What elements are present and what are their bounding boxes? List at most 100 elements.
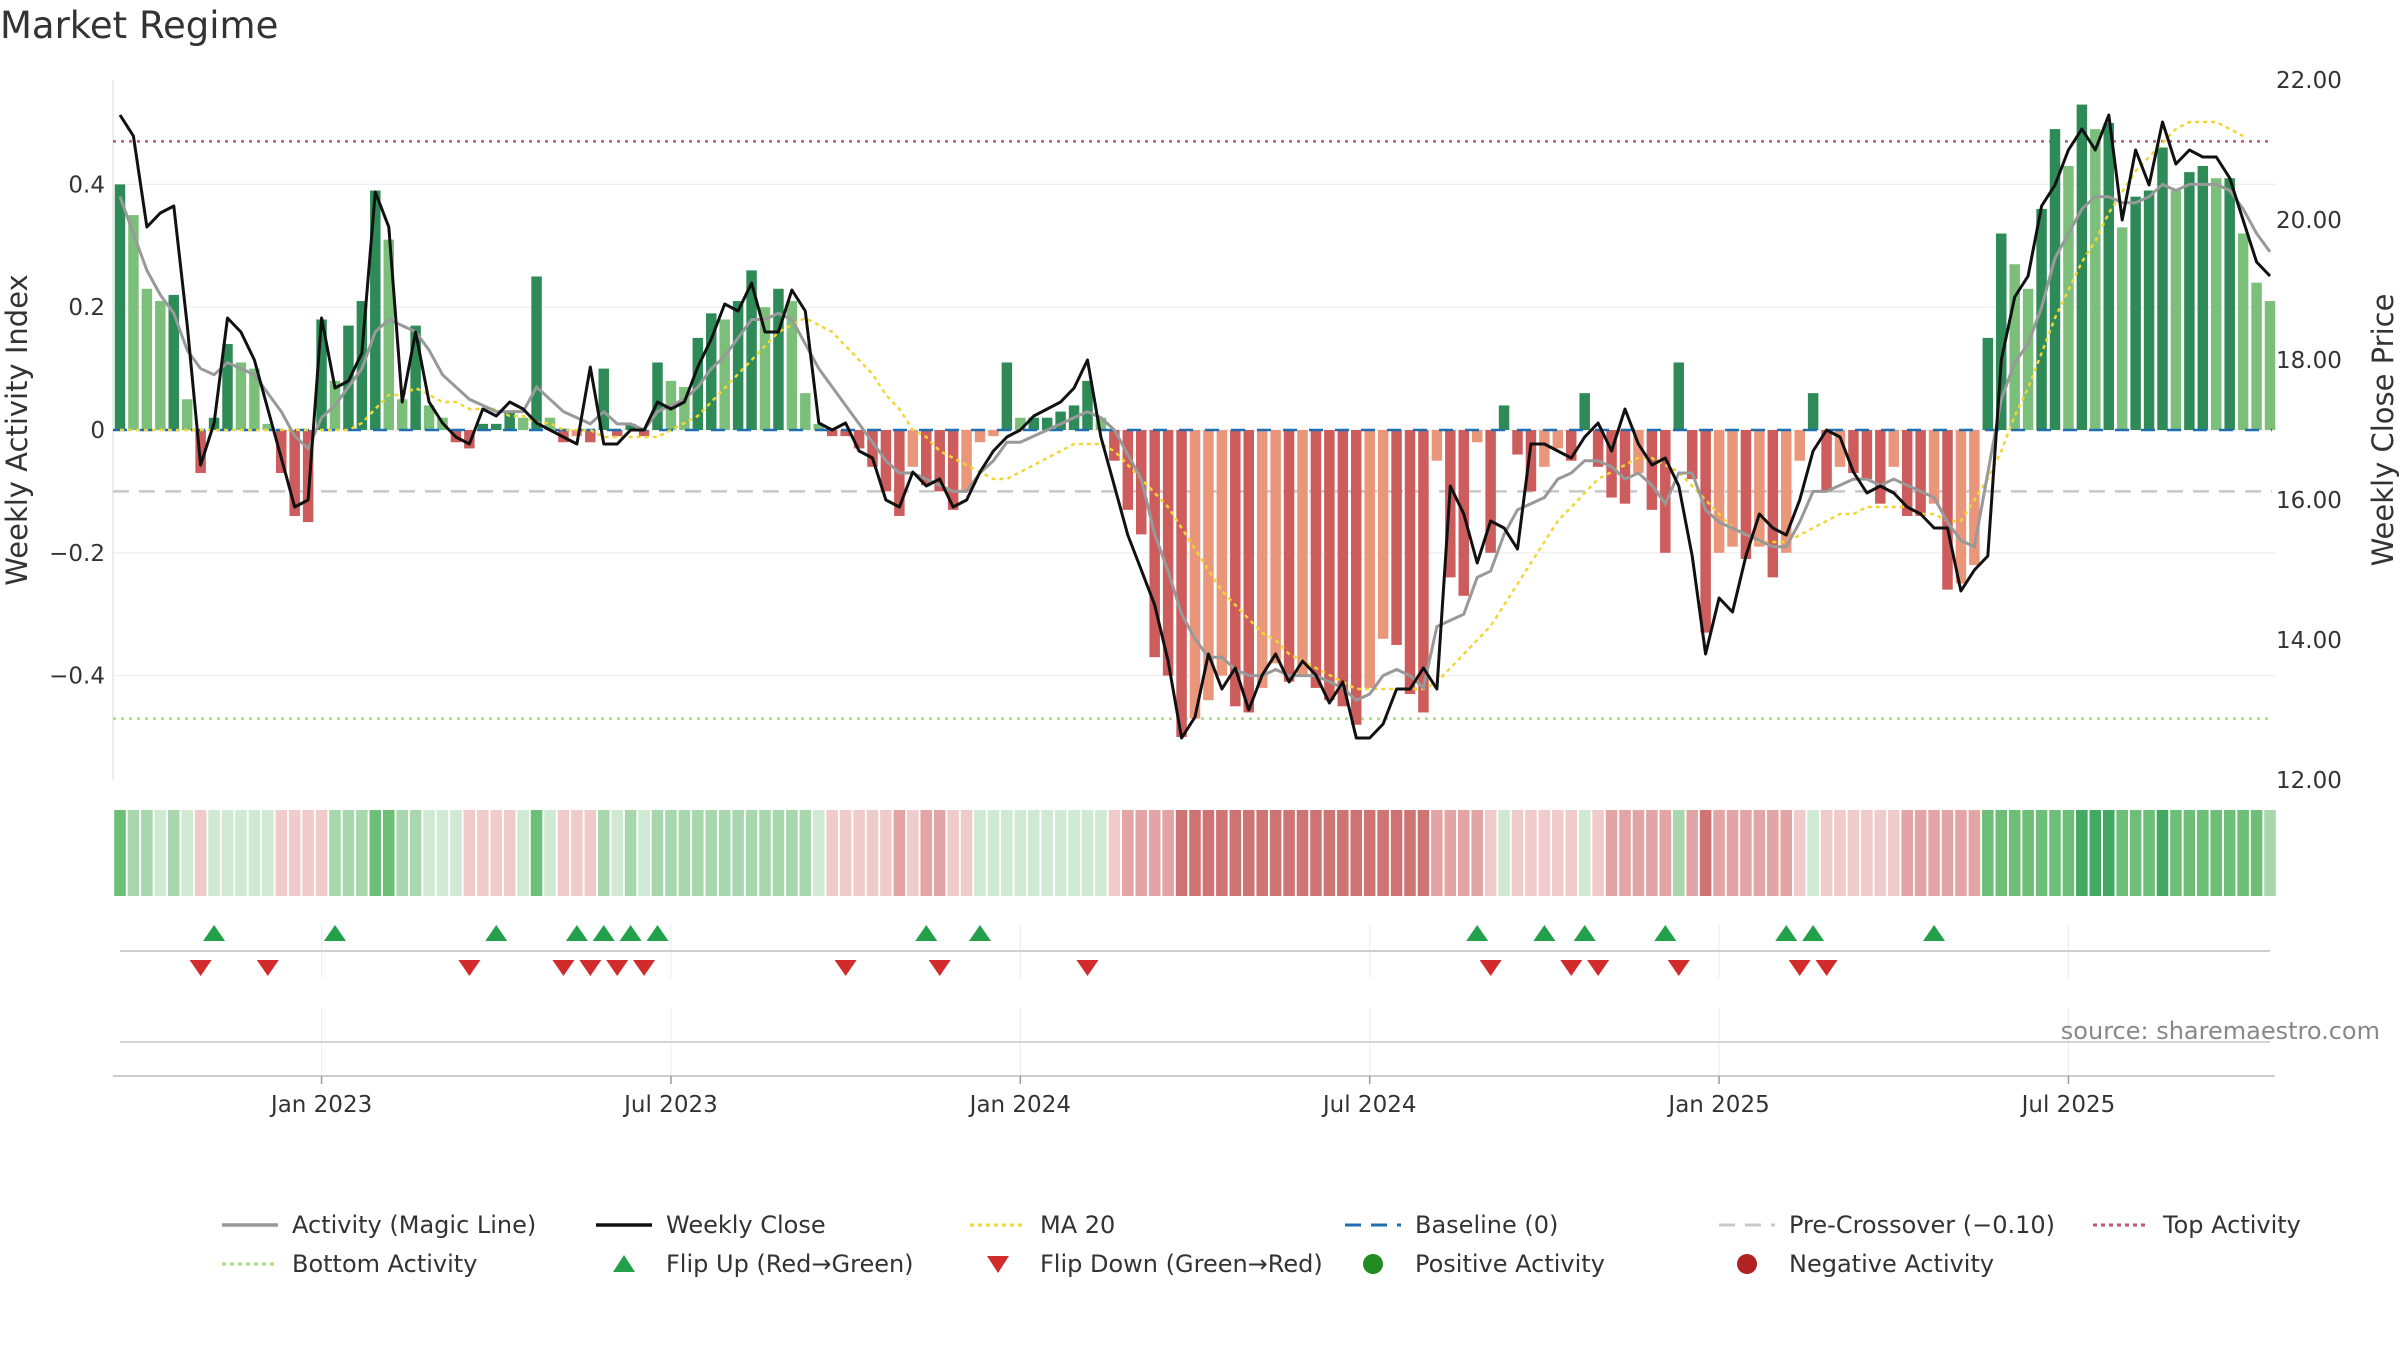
activity-bar — [1082, 380, 1093, 430]
regime-strip-cell — [584, 810, 597, 896]
legend: Activity (Magic Line) Weekly Close MA 20 Ba… — [222, 1211, 2301, 1278]
regime-strip-cell — [1740, 810, 1752, 896]
bottom-panel — [113, 1008, 2275, 1077]
activity-bar — [1875, 430, 1886, 504]
regime-strip-cell — [1229, 810, 1242, 896]
regime-strip-cell — [839, 810, 852, 896]
legend-label: Flip Down (Green→Red) — [1040, 1250, 1323, 1278]
regime-strip-cell — [826, 810, 838, 896]
regime-strip-cell — [1780, 810, 1793, 896]
activity-bar — [1606, 430, 1617, 498]
legend-item-ma20: MA 20 — [970, 1211, 1115, 1239]
series-lines — [118, 113, 2272, 740]
regime-strip-cell — [194, 810, 207, 896]
legend-item-flip-up: Flip Up (Red→Green) — [613, 1250, 914, 1278]
legend-item-top-activity: Top Activity — [2093, 1211, 2301, 1239]
regime-strip-cell — [1296, 810, 1309, 896]
flip-up-marker — [565, 925, 588, 941]
regime-strip-cell — [208, 810, 220, 896]
activity-bar — [571, 430, 583, 437]
regime-strip-cell — [1914, 810, 1927, 896]
regime-strip-cell — [221, 810, 234, 896]
activity-bar — [1297, 430, 1308, 676]
activity-bar — [1982, 337, 1994, 430]
regime-strip-cell — [1390, 810, 1403, 896]
activity-bar — [1794, 430, 1805, 461]
regime-strip-cell — [275, 810, 288, 896]
y2-axis-title: Weekly Close Price — [2366, 294, 2400, 567]
regime-strip-cell — [1431, 810, 1443, 896]
activity-bar — [719, 319, 730, 430]
regime-strip-cell — [1995, 810, 2008, 896]
regime-strip-cell — [1968, 810, 1981, 896]
activity-bar — [1566, 430, 1577, 461]
flip-down-marker — [928, 960, 951, 976]
activity-bar — [262, 423, 274, 430]
regime-strip-cell — [1108, 810, 1121, 896]
activity-bar — [2143, 190, 2155, 430]
regime-strip-cell — [1175, 810, 1188, 896]
legend-label: Bottom Activity — [292, 1250, 477, 1278]
regime-strip-cell — [450, 810, 462, 896]
regime-strip-cell — [2197, 810, 2209, 896]
flip-down-marker — [1587, 960, 1610, 976]
activity-bar — [1015, 417, 1026, 430]
regime-strip-cell — [1578, 810, 1591, 896]
activity-bar — [2116, 227, 2128, 430]
flip-markers-panel — [120, 925, 2270, 978]
activity-bar — [1230, 430, 1241, 707]
activity-bar — [222, 344, 233, 430]
flip-up-marker — [915, 925, 938, 941]
regime-strip-cell — [2143, 810, 2155, 896]
activity-bar — [625, 423, 636, 430]
activity-bar — [1646, 430, 1658, 510]
activity-bar — [2049, 129, 2061, 430]
regime-strip-cell — [2223, 810, 2236, 896]
regime-strip-cell — [2129, 810, 2142, 896]
regime-strip-cell — [235, 810, 247, 896]
regime-strip-cell — [933, 810, 946, 896]
activity-bar — [1149, 430, 1160, 658]
flip-down-marker — [579, 960, 602, 976]
activity-bar — [1243, 430, 1254, 713]
regime-strip-cell — [262, 810, 274, 896]
activity-bar — [1498, 405, 1510, 430]
flip-up-marker — [1775, 925, 1798, 941]
activity-bar — [114, 184, 126, 430]
regime-strip-cell — [1901, 810, 1913, 896]
flip-up-marker — [619, 925, 642, 941]
y2-tick-label: 20.00 — [2276, 208, 2342, 234]
regime-strip-cell — [1350, 810, 1363, 896]
regime-strip-cell — [611, 810, 623, 896]
activity-bar — [2251, 282, 2262, 430]
regime-strip-cell — [718, 810, 731, 896]
legend-label: Positive Activity — [1415, 1250, 1605, 1278]
regime-strip-cell — [1162, 810, 1174, 896]
regime-strip-cell — [1672, 810, 1685, 896]
activity-bar — [1337, 430, 1349, 707]
regime-strip-cell — [557, 810, 570, 896]
y2-tick-label: 22.00 — [2276, 68, 2342, 94]
regime-strip-cell — [2116, 810, 2128, 896]
regime-strip-cell — [423, 810, 435, 896]
activity-bar — [1552, 430, 1564, 449]
regime-strip-cell — [2250, 810, 2263, 896]
flip-down-marker — [552, 960, 575, 976]
activity-bar — [1592, 430, 1604, 467]
regime-strip-cell — [1538, 810, 1551, 896]
regime-strip-cell — [2049, 810, 2061, 896]
regime-strip-cell — [1605, 810, 1618, 896]
legend-item-activity-line: Activity (Magic Line) — [222, 1211, 536, 1239]
activity-bar — [1270, 430, 1281, 664]
flip-down-marker — [1560, 960, 1583, 976]
regime-strip-cell — [1565, 810, 1578, 896]
regime-strip-cell — [1377, 810, 1389, 896]
activity-bar — [706, 313, 717, 430]
legend-label: Flip Up (Red→Green) — [666, 1250, 914, 1278]
activity-bar — [2022, 288, 2034, 430]
regime-strip-cell — [907, 810, 919, 896]
regime-strip-cell — [1511, 810, 1524, 896]
activity-bar — [2076, 104, 2088, 430]
regime-strip-cell — [1216, 810, 1228, 896]
activity-bar — [853, 430, 865, 449]
